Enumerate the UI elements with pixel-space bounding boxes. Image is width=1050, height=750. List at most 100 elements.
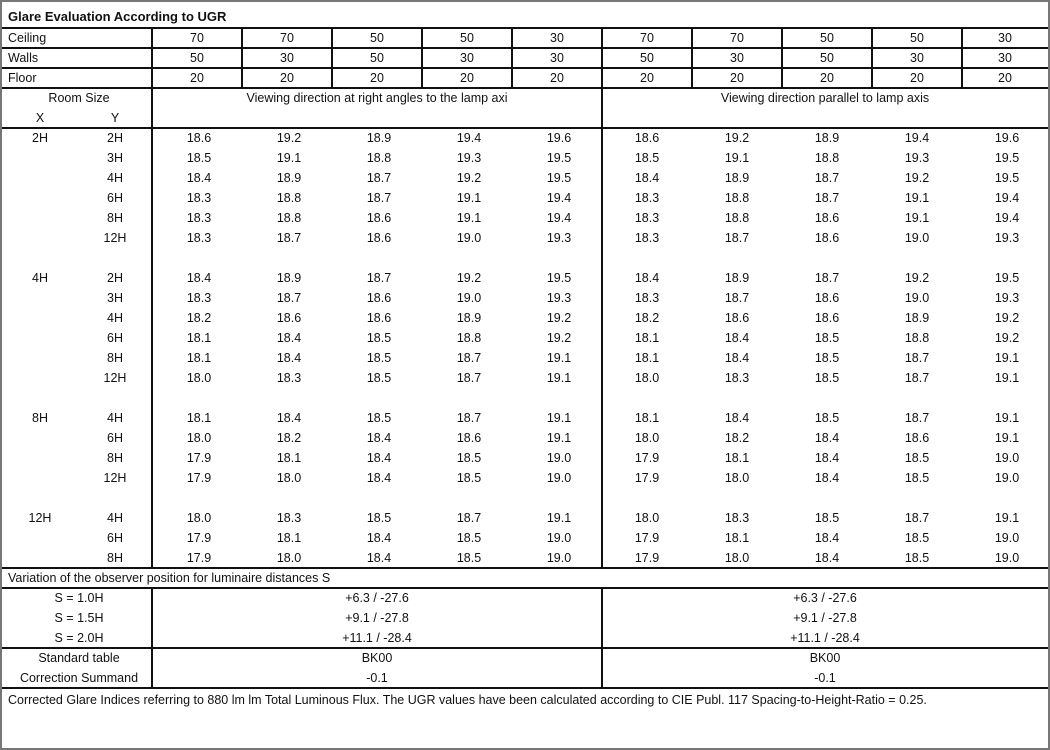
reflectance-label-floor: Floor bbox=[8, 71, 37, 85]
ugr-value: 18.7 bbox=[456, 511, 482, 525]
ugr-value: 18.1 bbox=[186, 351, 212, 365]
ugr-value: 19.1 bbox=[456, 191, 482, 205]
column-divider bbox=[421, 28, 423, 88]
standard-label: Standard table bbox=[38, 651, 120, 665]
column-divider bbox=[871, 28, 873, 88]
row-divider bbox=[2, 47, 1048, 49]
column-divider bbox=[961, 28, 963, 88]
ugr-value: 19.1 bbox=[546, 371, 572, 385]
ugr-value: 19.5 bbox=[994, 151, 1020, 165]
ugr-value: 18.6 bbox=[814, 291, 840, 305]
column-divider bbox=[151, 88, 153, 568]
room-x-label: 12H bbox=[28, 511, 52, 525]
standard-parallel: BK00 bbox=[809, 651, 841, 665]
reflectance-value: 30 bbox=[550, 51, 564, 65]
reflectance-label-ceiling: Ceiling bbox=[8, 31, 47, 45]
ugr-value: 18.2 bbox=[724, 431, 750, 445]
reflectance-value: 30 bbox=[998, 31, 1012, 45]
ugr-value: 18.6 bbox=[366, 231, 392, 245]
ugr-value: 19.2 bbox=[994, 311, 1020, 325]
column-divider bbox=[331, 28, 333, 88]
ugr-value: 18.4 bbox=[814, 431, 840, 445]
ugr-value: 18.3 bbox=[186, 191, 212, 205]
ugr-value: 18.3 bbox=[186, 211, 212, 225]
ugr-value: 19.6 bbox=[546, 131, 572, 145]
room-y-label: 4H bbox=[107, 311, 123, 325]
ugr-value: 19.2 bbox=[994, 331, 1020, 345]
ugr-value: 18.3 bbox=[634, 231, 660, 245]
ugr-value: 18.3 bbox=[276, 511, 302, 525]
ugr-value: 19.1 bbox=[994, 511, 1020, 525]
ugr-value: 18.4 bbox=[814, 471, 840, 485]
ugr-value: 18.8 bbox=[724, 191, 750, 205]
room-x-label: 8H bbox=[32, 411, 48, 425]
ugr-value: 19.2 bbox=[276, 131, 302, 145]
ugr-value: 19.5 bbox=[994, 171, 1020, 185]
ugr-value: 18.5 bbox=[366, 511, 392, 525]
room-y-label: 2H bbox=[107, 131, 123, 145]
ugr-value: 18.7 bbox=[904, 371, 930, 385]
reflectance-value: 70 bbox=[280, 31, 294, 45]
ugr-value: 19.3 bbox=[546, 291, 572, 305]
reflectance-value: 30 bbox=[910, 51, 924, 65]
ugr-value: 19.0 bbox=[904, 231, 930, 245]
ugr-value: 18.9 bbox=[276, 271, 302, 285]
ugr-value: 18.0 bbox=[186, 511, 212, 525]
header-y: Y bbox=[110, 111, 120, 125]
row-divider bbox=[2, 67, 1048, 69]
ugr-value: 18.7 bbox=[366, 171, 392, 185]
ugr-value: 19.1 bbox=[456, 211, 482, 225]
row-divider bbox=[2, 27, 1048, 29]
room-y-label: 12H bbox=[103, 371, 127, 385]
ugr-value: 18.5 bbox=[814, 371, 840, 385]
ugr-value: 19.2 bbox=[546, 331, 572, 345]
room-x-label: 4H bbox=[32, 271, 48, 285]
ugr-value: 18.7 bbox=[724, 291, 750, 305]
ugr-value: 18.1 bbox=[724, 451, 750, 465]
ugr-value: 18.7 bbox=[456, 411, 482, 425]
ugr-value: 19.4 bbox=[546, 211, 572, 225]
ugr-value: 19.2 bbox=[456, 271, 482, 285]
ugr-value: 19.2 bbox=[456, 171, 482, 185]
column-divider bbox=[691, 28, 693, 88]
ugr-value: 18.3 bbox=[724, 371, 750, 385]
reflectance-value: 50 bbox=[640, 51, 654, 65]
ugr-value: 19.2 bbox=[724, 131, 750, 145]
room-y-label: 6H bbox=[107, 431, 123, 445]
variation-label: S = 1.5H bbox=[54, 611, 104, 625]
ugr-value: 18.1 bbox=[724, 531, 750, 545]
ugr-value: 17.9 bbox=[634, 471, 660, 485]
room-y-label: 12H bbox=[103, 471, 127, 485]
ugr-value: 18.7 bbox=[814, 271, 840, 285]
standard-right-angles: BK00 bbox=[361, 651, 393, 665]
ugr-value: 18.6 bbox=[366, 291, 392, 305]
ugr-value: 17.9 bbox=[634, 551, 660, 565]
ugr-value: 18.5 bbox=[904, 531, 930, 545]
reflectance-value: 20 bbox=[460, 71, 474, 85]
ugr-value: 19.3 bbox=[456, 151, 482, 165]
header-parallel: Viewing direction parallel to lamp axis bbox=[720, 91, 930, 105]
ugr-value: 18.3 bbox=[186, 291, 212, 305]
row-divider bbox=[2, 647, 1048, 649]
row-divider bbox=[2, 127, 1048, 129]
room-y-label: 8H bbox=[107, 451, 123, 465]
ugr-value: 17.9 bbox=[186, 451, 212, 465]
ugr-value: 18.0 bbox=[276, 551, 302, 565]
ugr-value: 18.4 bbox=[276, 331, 302, 345]
ugr-value: 18.5 bbox=[366, 351, 392, 365]
ugr-value: 19.1 bbox=[904, 191, 930, 205]
ugr-value: 18.7 bbox=[456, 351, 482, 365]
ugr-value: 18.0 bbox=[724, 551, 750, 565]
row-divider bbox=[2, 87, 1048, 89]
ugr-value: 19.0 bbox=[546, 471, 572, 485]
variation-parallel: +9.1 / -27.8 bbox=[793, 611, 857, 625]
ugr-value: 19.5 bbox=[546, 151, 572, 165]
ugr-value: 18.5 bbox=[904, 451, 930, 465]
header-right-angles: Viewing direction at right angles to the… bbox=[246, 91, 508, 105]
reflectance-value: 50 bbox=[820, 31, 834, 45]
column-divider bbox=[511, 28, 513, 88]
ugr-value: 18.1 bbox=[186, 411, 212, 425]
ugr-value: 18.6 bbox=[814, 311, 840, 325]
ugr-value: 18.2 bbox=[276, 431, 302, 445]
ugr-value: 18.3 bbox=[276, 371, 302, 385]
